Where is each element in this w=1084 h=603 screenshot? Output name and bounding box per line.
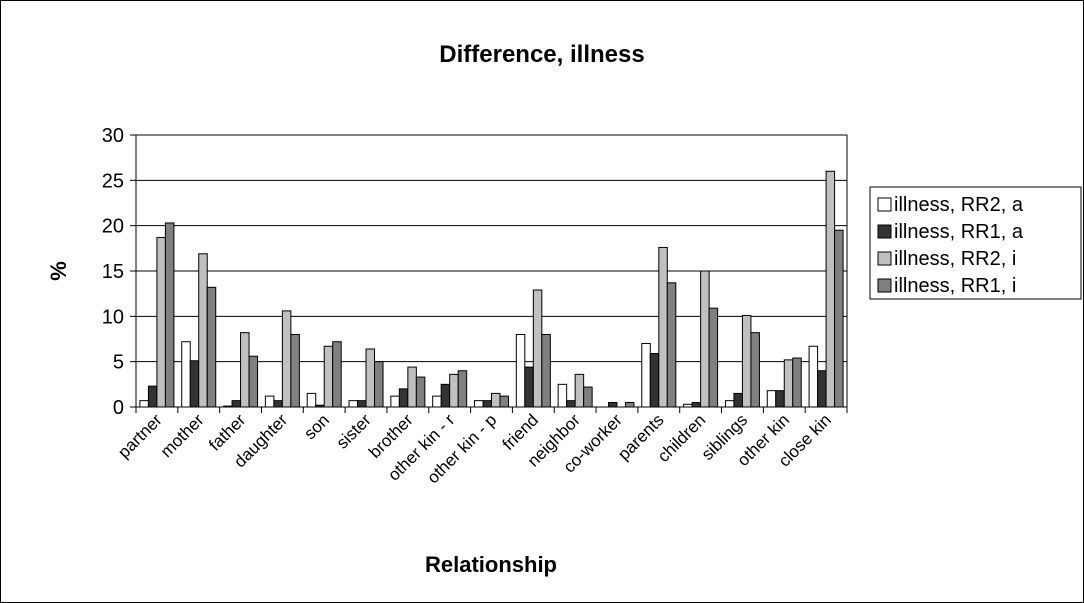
- legend: illness, RR2, a illness, RR1, a illness, R…: [869, 186, 1082, 300]
- bar: [491, 392, 501, 408]
- bar: [231, 400, 242, 408]
- bar: [792, 357, 802, 408]
- bar: [398, 388, 409, 408]
- bar: [432, 395, 442, 408]
- bar: [557, 383, 568, 408]
- legend-label: illness, RR2, i: [894, 248, 1016, 270]
- y-tick-label: 30: [102, 125, 124, 147]
- bar: [541, 333, 551, 408]
- bar: [264, 395, 275, 408]
- legend-swatch: [877, 197, 892, 212]
- legend-label: illness, RR1, a: [894, 221, 1024, 243]
- y-tick-label: 0: [113, 397, 124, 419]
- bar: [306, 392, 317, 408]
- bar: [198, 253, 208, 408]
- bar: [415, 376, 426, 408]
- bar: [607, 401, 618, 408]
- bar: [724, 400, 735, 408]
- bar: [357, 400, 367, 408]
- bar: [691, 401, 702, 408]
- legend-swatch: [877, 224, 892, 239]
- legend-label: illness, RR1, i: [894, 275, 1016, 297]
- bar: [374, 361, 384, 408]
- bar: [332, 341, 342, 408]
- bar: [482, 400, 492, 408]
- bar: [181, 341, 191, 408]
- bar: [574, 373, 585, 408]
- legend-swatch: [877, 251, 892, 266]
- bar: [834, 229, 844, 408]
- bar: [649, 353, 660, 408]
- y-tick-label: 5: [113, 352, 124, 374]
- bar: [449, 373, 459, 408]
- bar: [240, 332, 250, 408]
- bar: [323, 345, 334, 408]
- bar: [532, 289, 543, 408]
- legend-box: [869, 186, 1082, 300]
- bar: [683, 403, 693, 408]
- y-axis-ticks: 0 5 10 15 20 25 30: [102, 125, 136, 419]
- bar: [499, 395, 509, 408]
- bar: [708, 307, 719, 408]
- bar: [583, 386, 593, 408]
- bar: [365, 348, 376, 408]
- bar: [515, 333, 526, 408]
- y-tick-label: 20: [102, 216, 124, 238]
- bar: [775, 390, 785, 408]
- y-tick-label: 15: [102, 261, 124, 283]
- bar: [658, 246, 668, 408]
- bar: [315, 404, 325, 408]
- y-tick-label: 10: [102, 306, 124, 328]
- bar: [290, 333, 300, 408]
- bar: [189, 360, 200, 408]
- bar: [281, 310, 292, 408]
- bar: [164, 222, 175, 408]
- y-tick-label: 25: [102, 170, 124, 192]
- bar: [390, 395, 400, 408]
- bar: [825, 170, 836, 408]
- bar: [156, 236, 166, 408]
- bar: [641, 343, 651, 408]
- bar: [206, 286, 217, 408]
- bar: [700, 270, 710, 408]
- y-axis-label: %: [46, 261, 71, 281]
- bar: [407, 366, 417, 408]
- bar: [783, 359, 794, 408]
- bar: [624, 401, 635, 408]
- bar: [139, 400, 149, 408]
- bar: [273, 400, 283, 408]
- legend-label: illness, RR2, a: [894, 194, 1024, 216]
- bar: [808, 345, 819, 408]
- bar: [440, 383, 451, 408]
- bars: [139, 170, 844, 408]
- bar: [223, 405, 233, 408]
- x-axis-label: Relationship: [425, 552, 557, 577]
- bar: [248, 355, 259, 408]
- bar: [524, 366, 534, 408]
- bar: [348, 400, 359, 408]
- chart-title: Difference, illness: [439, 41, 644, 68]
- bar: [147, 385, 158, 408]
- bar: [733, 392, 743, 408]
- bar: [817, 370, 827, 408]
- bar: [566, 400, 576, 408]
- legend-swatch: [877, 278, 892, 293]
- bar: [474, 400, 484, 408]
- bar: [666, 282, 677, 408]
- bar: [741, 314, 752, 408]
- bar: [457, 370, 468, 408]
- bar: [750, 332, 760, 408]
- bar: [766, 390, 777, 408]
